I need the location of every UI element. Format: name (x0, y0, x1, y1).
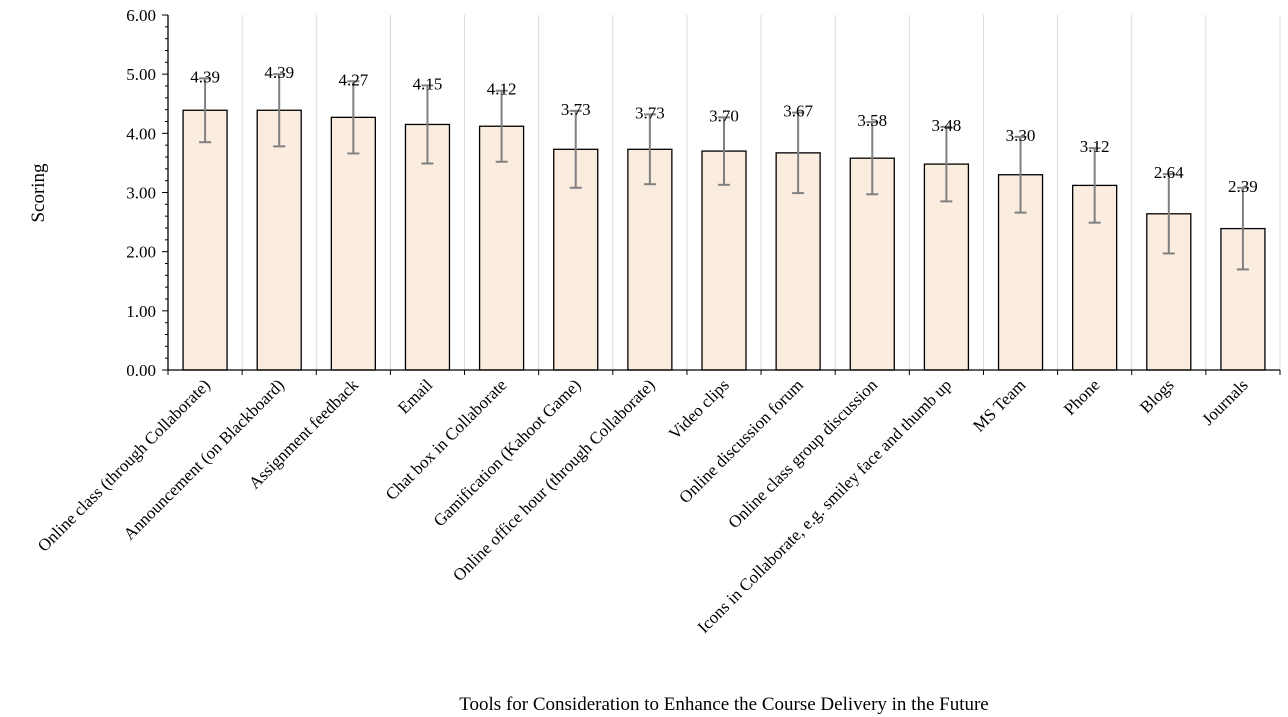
x-axis-title: Tools for Consideration to Enhance the C… (459, 694, 989, 715)
data-label: 4.12 (487, 80, 517, 99)
data-label: 3.73 (561, 100, 591, 119)
data-label: 4.27 (338, 70, 368, 89)
category-label: Email (394, 375, 436, 417)
category-label: Video clips (665, 375, 733, 443)
category-label: Journals (1198, 375, 1252, 429)
y-tick-label: 4.00 (126, 124, 156, 143)
data-label: 4.39 (264, 63, 294, 82)
y-tick-label: 5.00 (126, 65, 156, 84)
y-tick-label: 3.00 (126, 184, 156, 203)
data-label: 3.48 (932, 116, 962, 135)
category-label: Gamification (Kahoot Game) (430, 375, 585, 530)
y-tick-label: 2.00 (126, 243, 156, 262)
data-label: 3.67 (783, 102, 813, 121)
bar (257, 110, 301, 370)
data-label: 3.30 (1006, 126, 1036, 145)
data-label: 4.15 (413, 74, 443, 93)
category-label: Online class group discussion (724, 375, 881, 532)
data-label: 3.73 (635, 103, 665, 122)
data-label: 3.58 (857, 111, 887, 130)
category-label: MS Team (969, 375, 1029, 435)
y-tick-label: 0.00 (126, 361, 156, 380)
data-label: 4.39 (190, 67, 220, 86)
y-tick-label: 1.00 (126, 302, 156, 321)
data-label: 2.39 (1228, 177, 1258, 196)
category-label: Blogs (1136, 375, 1177, 416)
bar (480, 126, 524, 370)
bar (183, 110, 227, 370)
data-label: 3.70 (709, 106, 739, 125)
category-label: Phone (1060, 375, 1103, 418)
y-axis-title: Scoring (28, 163, 49, 223)
category-label: Icons in Collaborate, e.g. smiley face a… (694, 375, 955, 636)
category-label: Announcement (on Blackboard) (120, 375, 288, 543)
grid (242, 15, 1280, 370)
category-label: Online discussion forum (675, 375, 807, 507)
y-tick-label: 6.00 (126, 6, 156, 25)
category-label: Chat box in Collaborate (382, 375, 511, 504)
bar (331, 117, 375, 370)
data-label: 2.64 (1154, 163, 1184, 182)
data-label: 3.12 (1080, 137, 1110, 156)
